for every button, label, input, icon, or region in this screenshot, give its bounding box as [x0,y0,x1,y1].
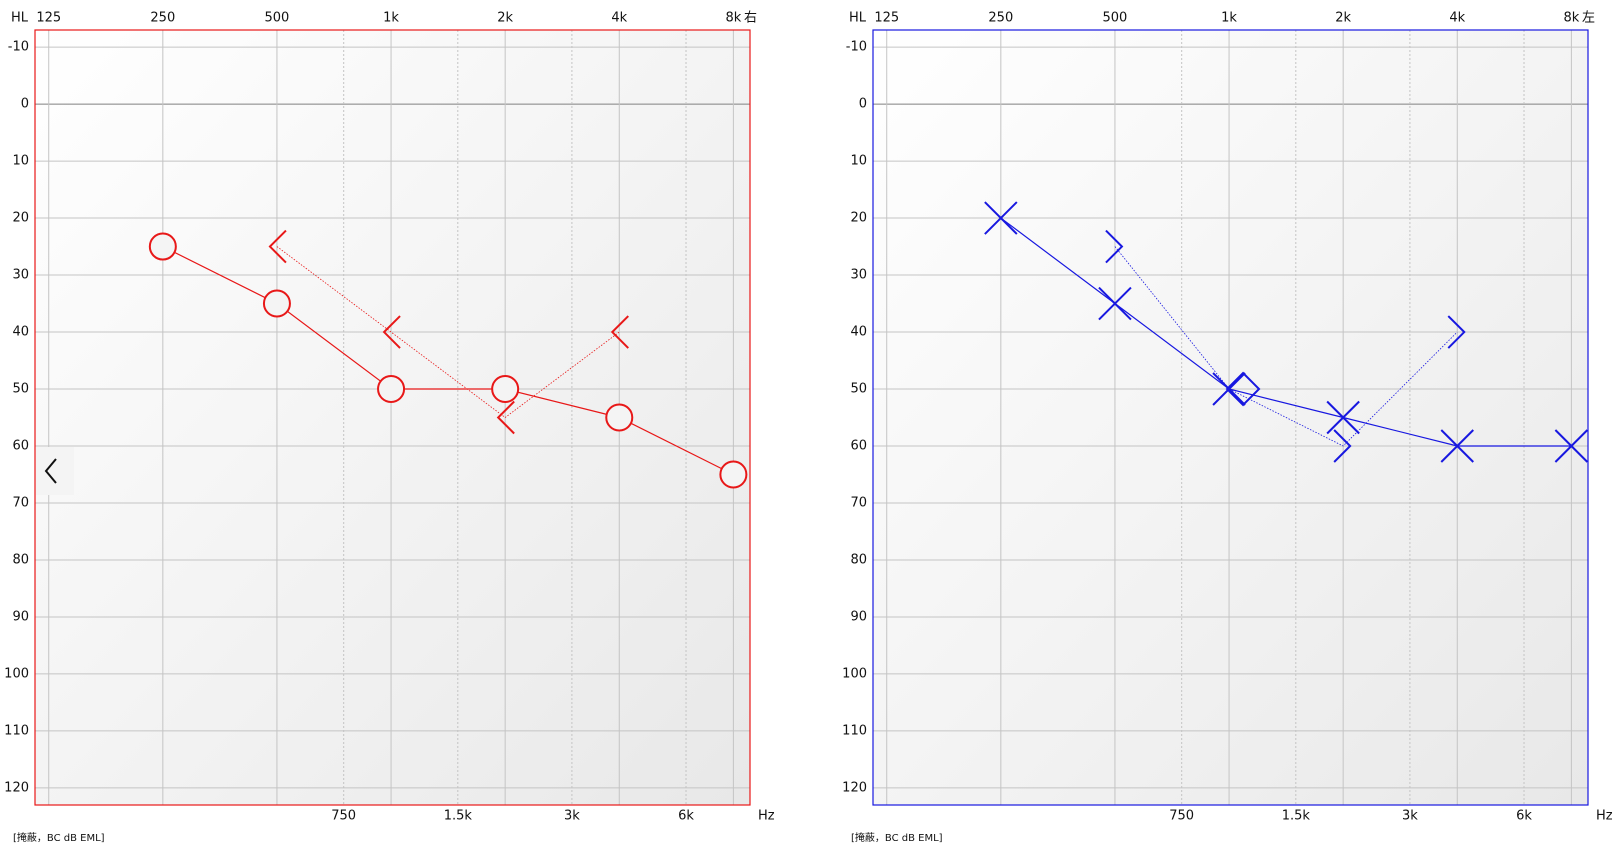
scroll-arrow [44,458,57,484]
y-tick-label: 20 [12,211,29,226]
ear-label: 左 [1582,11,1595,26]
ear-label: 右 [744,11,757,26]
x-minor-tick-label: 3k [564,809,580,824]
y-tick-label: 50 [12,382,29,397]
bc-marker [268,229,287,264]
y-tick-label: 100 [842,666,867,681]
y-tick-label: 20 [850,211,867,226]
x-tick-label: 1k [1221,11,1237,26]
y-tick-label: 60 [12,438,29,453]
ac-marker [605,403,634,432]
x-tick-label: 4k [1449,11,1465,26]
y-tick-label: -10 [8,40,29,55]
bc-marker [496,400,515,435]
y-tick-label: 70 [12,495,29,510]
series-line [1114,246,1458,447]
plot-border [872,29,1589,806]
x-tick-label: 125 [874,11,899,26]
bc-marker [382,315,401,349]
x-minor-tick-label: 1.5k [1282,809,1311,824]
ac-marker [491,375,520,404]
series-line [276,246,620,418]
hl-label: HL [849,11,867,26]
arrow-icon [44,458,57,484]
y-tick-label: 110 [4,723,29,738]
ac-marker [377,375,406,404]
x-minor-tick-label: 6k [1516,809,1532,824]
ac-marker [262,289,291,318]
y-tick-label: 50 [850,382,867,397]
y-tick-label: 70 [850,495,867,510]
ac-marker [1326,400,1360,435]
series-line [162,246,734,476]
y-tick-label: 80 [850,552,867,567]
ac-marker [984,201,1018,235]
x-tick-label: 2k [1335,11,1351,26]
ac-marker [1212,372,1246,406]
y-tick-label: 60 [850,438,867,453]
x-tick-label: 8k [725,11,741,26]
x-tick-label: 1k [383,11,399,26]
y-tick-label: 110 [842,723,867,738]
y-tick-label: 120 [4,780,29,795]
audiogram: -10 0 10 20 30 40 50 60 70 80 90 100 110 120 125 250 500… [842,11,1613,845]
plot-background [35,30,750,805]
y-tick-label: 10 [850,154,867,169]
bc-marker [1225,371,1261,407]
note: [掩蔽，BC dB EML] [851,831,943,844]
bc-marker [610,315,629,349]
x-unit: Hz [1596,809,1613,824]
x-tick-label: 4k [611,11,627,26]
y-tick-label: 90 [850,609,867,624]
x-tick-label: 500 [265,11,290,26]
y-tick-label: 40 [850,325,867,340]
bc-marker [1333,429,1352,463]
x-tick-label: 250 [988,11,1013,26]
x-tick-label: 125 [36,11,61,26]
y-tick-label: 80 [12,552,29,567]
x-minor-tick-label: 1.5k [444,809,473,824]
x-minor-tick-label: 750 [1169,809,1194,824]
x-minor-tick-label: 6k [678,809,694,824]
y-tick-label: 40 [12,325,29,340]
ac-marker [148,232,177,261]
x-unit: Hz [758,809,775,824]
scroll-left-button[interactable] [36,447,74,495]
y-tick-label: 0 [859,97,867,112]
x-tick-label: 250 [150,11,175,26]
x-minor-tick-label: 750 [331,809,356,824]
ac-marker [719,460,748,489]
plot-border [34,29,751,806]
ac-marker [1440,429,1474,463]
y-tick-label: 10 [12,154,29,169]
ac-marker [1098,286,1132,321]
y-tick-label: 0 [21,97,29,112]
x-tick-label: 8k [1563,11,1579,26]
bc-marker [1105,229,1124,264]
bc-marker [1447,315,1466,349]
x-tick-label: 500 [1103,11,1128,26]
ac-marker [1554,429,1589,463]
y-tick-label: 30 [12,268,29,283]
x-minor-tick-label: 3k [1402,809,1418,824]
hl-label: HL [11,11,29,26]
y-tick-label: -10 [846,40,867,55]
x-tick-label: 2k [497,11,513,26]
y-tick-label: 120 [842,780,867,795]
y-tick-label: 90 [12,609,29,624]
plot-background [873,30,1588,805]
y-tick-label: 100 [4,666,29,681]
series-line [1000,217,1572,447]
note: [掩蔽，BC dB EML] [13,831,105,844]
y-tick-label: 30 [850,268,867,283]
audiogram: -10 0 10 20 30 40 50 60 70 80 90 100 110 120 125 250 500… [4,11,775,845]
